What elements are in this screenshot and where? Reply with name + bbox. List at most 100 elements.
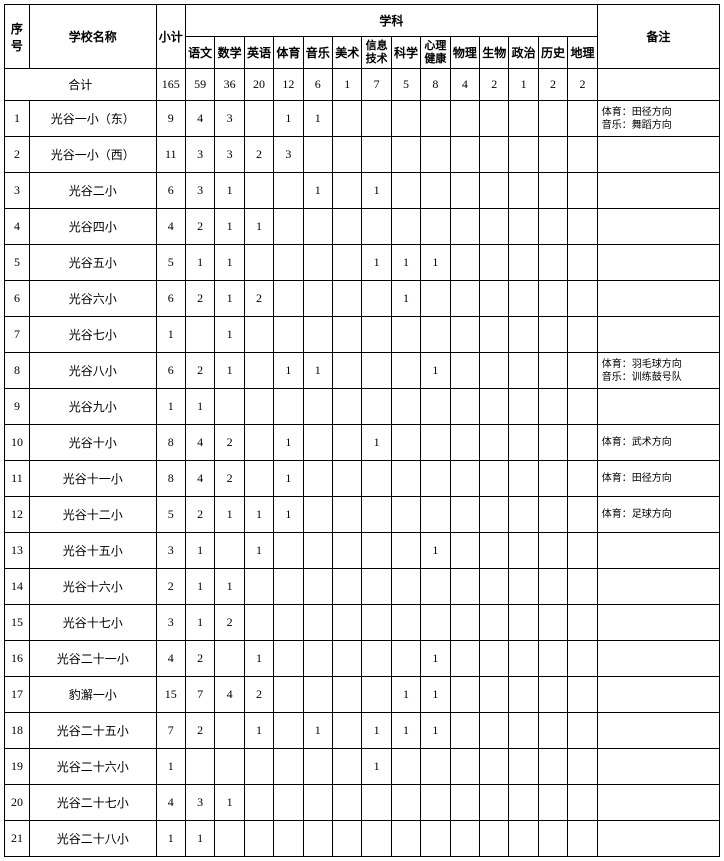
cell-value bbox=[244, 389, 273, 425]
hdr-subject: 数学 bbox=[215, 37, 244, 69]
cell-remark bbox=[597, 605, 719, 641]
cell-seq: 19 bbox=[5, 749, 30, 785]
cell-value bbox=[538, 821, 567, 857]
cell-value: 1 bbox=[362, 425, 391, 461]
cell-value bbox=[391, 605, 420, 641]
cell-value bbox=[568, 749, 597, 785]
cell-value bbox=[568, 281, 597, 317]
cell-value bbox=[509, 497, 538, 533]
table-row: 15光谷十七小312 bbox=[5, 605, 720, 641]
cell-seq: 12 bbox=[5, 497, 30, 533]
cell-value bbox=[421, 749, 450, 785]
total-cell: 1 bbox=[509, 69, 538, 101]
cell-value bbox=[362, 209, 391, 245]
table-row: 5光谷五小511111 bbox=[5, 245, 720, 281]
cell-value: 1 bbox=[303, 353, 332, 389]
cell-value bbox=[509, 821, 538, 857]
cell-value: 1 bbox=[215, 209, 244, 245]
hdr-seq: 序号 bbox=[5, 5, 30, 69]
cell-value bbox=[362, 281, 391, 317]
cell-subtotal: 4 bbox=[156, 641, 185, 677]
hdr-subject: 生物 bbox=[480, 37, 509, 69]
cell-value bbox=[391, 389, 420, 425]
cell-value: 1 bbox=[421, 245, 450, 281]
cell-value bbox=[538, 641, 567, 677]
cell-value: 1 bbox=[274, 425, 303, 461]
cell-seq: 1 bbox=[5, 101, 30, 137]
cell-value bbox=[421, 137, 450, 173]
cell-value bbox=[509, 245, 538, 281]
cell-value bbox=[480, 389, 509, 425]
cell-value bbox=[362, 821, 391, 857]
cell-value bbox=[244, 605, 273, 641]
cell-value bbox=[480, 533, 509, 569]
cell-school: 光谷五小 bbox=[29, 245, 156, 281]
cell-value: 1 bbox=[303, 713, 332, 749]
cell-subtotal: 9 bbox=[156, 101, 185, 137]
cell-seq: 20 bbox=[5, 785, 30, 821]
cell-remark bbox=[597, 641, 719, 677]
cell-remark bbox=[597, 569, 719, 605]
cell-value: 1 bbox=[185, 389, 214, 425]
cell-remark bbox=[597, 677, 719, 713]
cell-value bbox=[480, 209, 509, 245]
cell-remark: 体育：羽毛球方向音乐：训练鼓号队 bbox=[597, 353, 719, 389]
cell-value bbox=[450, 821, 479, 857]
cell-seq: 16 bbox=[5, 641, 30, 677]
cell-value bbox=[333, 497, 362, 533]
cell-remark bbox=[597, 245, 719, 281]
cell-value: 2 bbox=[244, 137, 273, 173]
cell-value bbox=[480, 425, 509, 461]
cell-subtotal: 4 bbox=[156, 209, 185, 245]
cell-subtotal: 7 bbox=[156, 713, 185, 749]
cell-value bbox=[538, 245, 567, 281]
cell-value bbox=[244, 821, 273, 857]
cell-seq: 13 bbox=[5, 533, 30, 569]
table-row: 7光谷七小11 bbox=[5, 317, 720, 353]
cell-subtotal: 1 bbox=[156, 389, 185, 425]
cell-value bbox=[303, 461, 332, 497]
table-header: 序号 学校名称 小计 学科 备注 语文数学英语体育音乐美术信息技术科学心理健康物… bbox=[5, 5, 720, 69]
cell-value bbox=[450, 533, 479, 569]
cell-value: 2 bbox=[185, 353, 214, 389]
cell-value bbox=[303, 497, 332, 533]
cell-value bbox=[362, 389, 391, 425]
cell-value bbox=[391, 569, 420, 605]
cell-school: 豹澥一小 bbox=[29, 677, 156, 713]
table-row: 1光谷一小（东）94311体育：田径方向音乐：舞蹈方向 bbox=[5, 101, 720, 137]
cell-value bbox=[568, 497, 597, 533]
cell-value: 1 bbox=[185, 533, 214, 569]
cell-value bbox=[538, 569, 567, 605]
cell-value bbox=[274, 281, 303, 317]
cell-remark bbox=[597, 281, 719, 317]
cell-value bbox=[333, 533, 362, 569]
cell-subtotal: 6 bbox=[156, 353, 185, 389]
cell-value bbox=[538, 533, 567, 569]
cell-value bbox=[333, 245, 362, 281]
cell-value: 1 bbox=[215, 785, 244, 821]
cell-value: 4 bbox=[185, 425, 214, 461]
cell-subtotal: 6 bbox=[156, 173, 185, 209]
total-cell: 59 bbox=[185, 69, 214, 101]
cell-value bbox=[244, 101, 273, 137]
cell-value: 2 bbox=[185, 209, 214, 245]
cell-value: 3 bbox=[185, 137, 214, 173]
table-row: 13光谷十五小3111 bbox=[5, 533, 720, 569]
cell-value bbox=[333, 461, 362, 497]
cell-value bbox=[450, 569, 479, 605]
cell-value bbox=[274, 569, 303, 605]
cell-value bbox=[450, 389, 479, 425]
cell-value bbox=[303, 641, 332, 677]
cell-school: 光谷二十一小 bbox=[29, 641, 156, 677]
cell-value: 1 bbox=[244, 713, 273, 749]
total-cell: 6 bbox=[303, 69, 332, 101]
cell-value: 1 bbox=[215, 245, 244, 281]
cell-seq: 7 bbox=[5, 317, 30, 353]
cell-remark bbox=[597, 533, 719, 569]
cell-value bbox=[362, 137, 391, 173]
cell-value bbox=[480, 785, 509, 821]
cell-value bbox=[450, 101, 479, 137]
cell-school: 光谷十六小 bbox=[29, 569, 156, 605]
cell-remark: 体育：田径方向音乐：舞蹈方向 bbox=[597, 101, 719, 137]
cell-subtotal: 2 bbox=[156, 569, 185, 605]
